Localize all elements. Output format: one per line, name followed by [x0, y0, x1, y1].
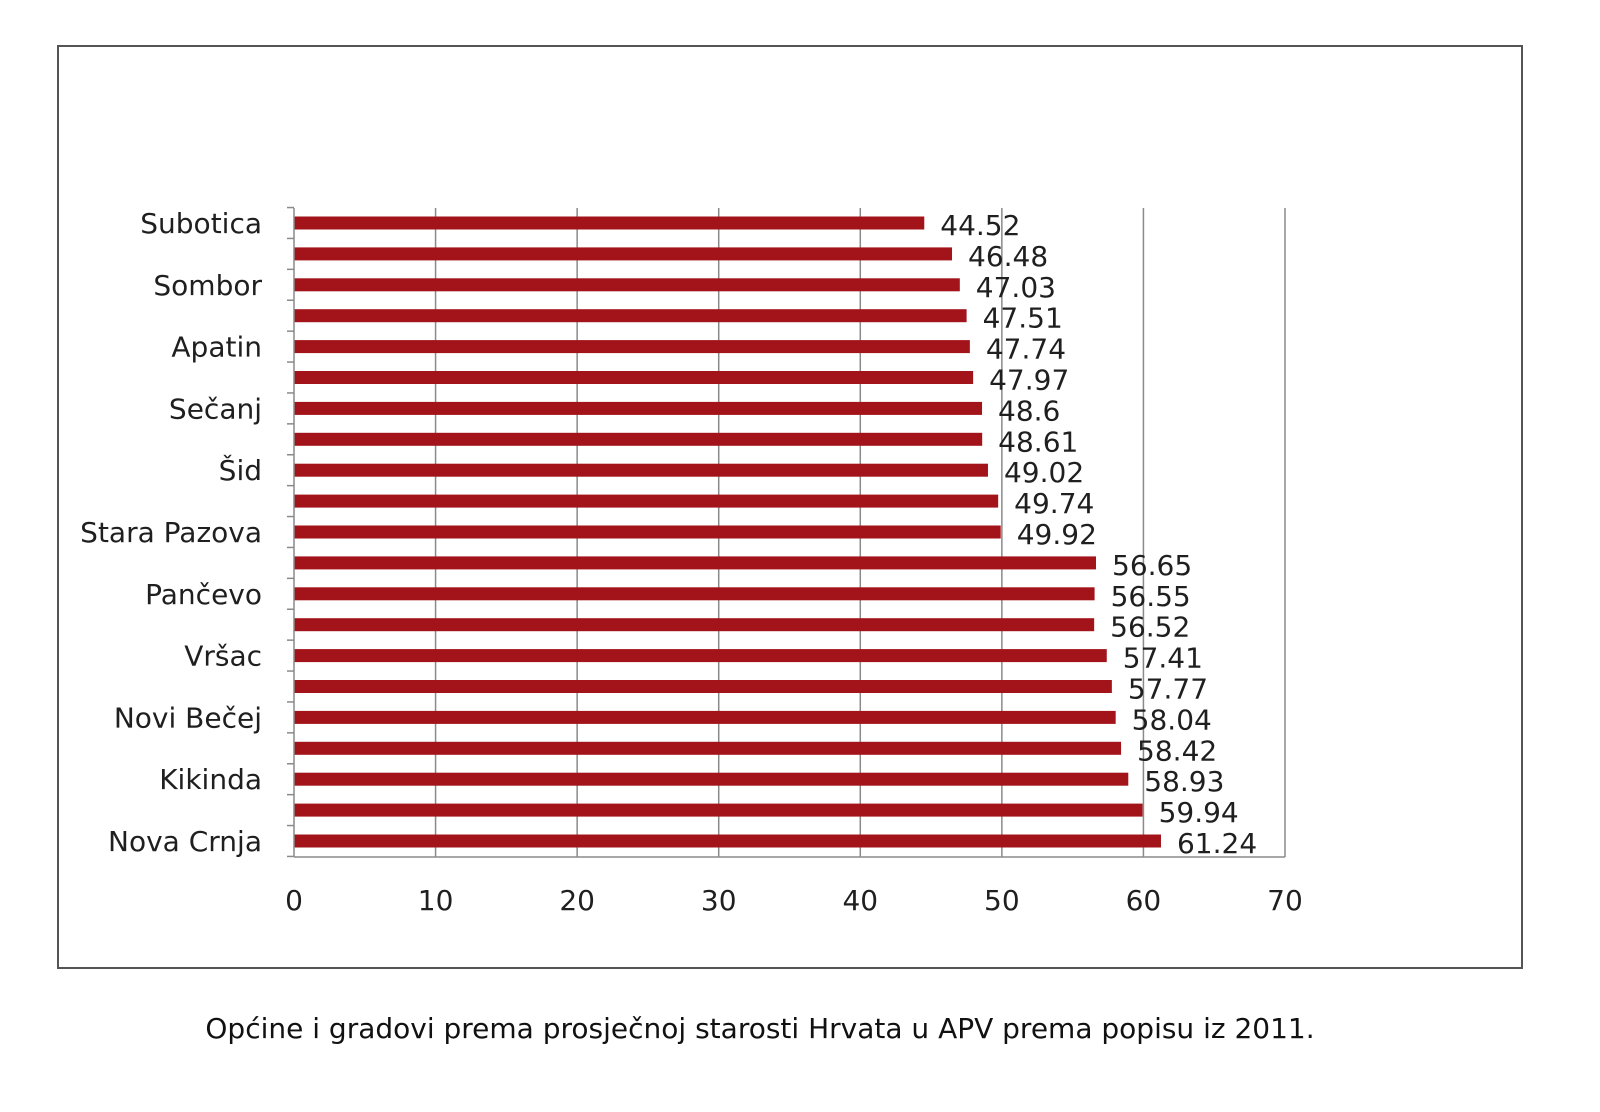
data-label: 58.42 [1137, 734, 1217, 767]
bar [294, 247, 953, 261]
category-label: Novi Bečej [114, 701, 262, 734]
data-label: 49.92 [1017, 518, 1097, 551]
data-label: 59.94 [1159, 796, 1239, 829]
bar [294, 278, 960, 292]
data-label: 58.93 [1144, 765, 1224, 798]
bar [294, 494, 999, 508]
data-label: 44.52 [940, 209, 1020, 242]
bar [294, 371, 974, 384]
category-label: Nova Crnja [108, 825, 262, 858]
bar [294, 587, 1095, 601]
x-tick-label: 0 [285, 884, 303, 917]
chart-caption: Općine i gradovi prema prosječnoj staros… [205, 1012, 1315, 1045]
data-label: 56.55 [1111, 580, 1191, 613]
category-label: Subotica [140, 207, 262, 240]
bar [294, 340, 970, 354]
category-label: Šid [219, 453, 262, 487]
data-label: 61.24 [1177, 827, 1257, 860]
x-tick-label: 10 [418, 884, 454, 917]
data-label: 58.04 [1132, 703, 1212, 736]
bar [294, 649, 1107, 663]
bar-layer [294, 216, 1161, 848]
data-label: 56.52 [1110, 611, 1190, 644]
data-label: 56.65 [1112, 549, 1192, 582]
category-label: Vršac [184, 640, 262, 673]
category-label: Sombor [153, 269, 262, 302]
category-label: Sečanj [169, 392, 262, 425]
category-label: Stara Pazova [80, 516, 262, 549]
data-label: 46.48 [968, 240, 1048, 273]
data-label: 47.51 [983, 302, 1063, 335]
bar [294, 463, 988, 477]
data-label: 47.97 [989, 364, 1069, 397]
bar [294, 432, 983, 446]
category-label: Pančevo [145, 578, 262, 611]
x-tick-label: 70 [1267, 884, 1303, 917]
data-label: 48.61 [998, 425, 1078, 458]
axis-layer: 0 10 20 30 40 50 60 70 [285, 206, 1303, 917]
data-label: 47.74 [986, 333, 1066, 366]
data-label: 57.77 [1128, 673, 1208, 706]
data-label: 47.03 [976, 271, 1056, 304]
x-tick-label: 60 [1126, 884, 1162, 917]
x-tick-label: 30 [701, 884, 737, 917]
x-tick-label: 20 [559, 884, 595, 917]
bar [294, 680, 1112, 693]
bar [294, 556, 1097, 570]
bar [294, 525, 1001, 539]
bar [294, 834, 1161, 848]
bar [294, 618, 1095, 632]
bar [294, 401, 983, 415]
bar [294, 803, 1143, 817]
bar [294, 216, 925, 230]
category-label: Kikinda [159, 763, 262, 796]
x-tick-label: 50 [984, 884, 1020, 917]
x-tick-label: 40 [842, 884, 878, 917]
data-label: 49.02 [1004, 456, 1084, 489]
data-label: 49.74 [1014, 487, 1094, 520]
bar [294, 309, 967, 323]
category-label: Apatin [171, 331, 262, 364]
bar [294, 741, 1122, 755]
bar [294, 710, 1116, 724]
data-label: 48.6 [998, 394, 1060, 427]
bar [294, 772, 1129, 786]
data-label: 57.41 [1123, 642, 1203, 675]
